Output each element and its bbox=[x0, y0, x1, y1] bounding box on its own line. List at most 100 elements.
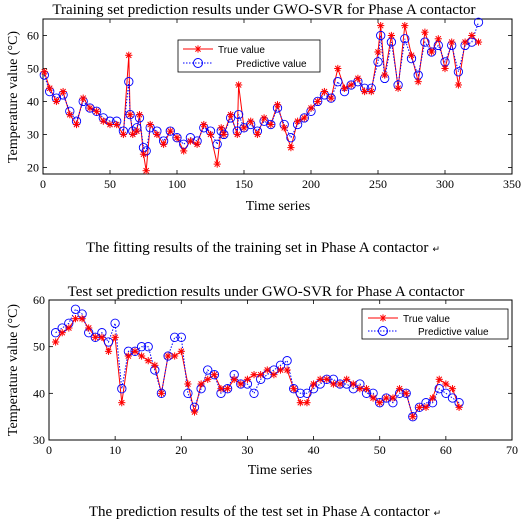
test-true-point bbox=[131, 347, 139, 355]
training-ytick-label: 40 bbox=[27, 94, 39, 108]
test-true-point bbox=[349, 380, 357, 388]
training-true-point bbox=[381, 71, 389, 79]
test-xtick-label: 20 bbox=[175, 443, 187, 457]
test-pred-point bbox=[143, 342, 153, 352]
training-true-point bbox=[66, 111, 74, 119]
training-true-point bbox=[227, 111, 235, 119]
training-true-point bbox=[217, 124, 225, 132]
training-legend-pred-label: Predictive value bbox=[236, 59, 307, 70]
training-xtick-label: 350 bbox=[503, 177, 521, 191]
training-true-point bbox=[474, 38, 483, 46]
training-true-point bbox=[173, 134, 181, 142]
training-true-point bbox=[448, 38, 456, 46]
test-pred-point bbox=[70, 304, 81, 314]
training-true-point bbox=[340, 84, 349, 92]
training-xtick-label: 0 bbox=[40, 177, 46, 191]
test-true-point bbox=[448, 385, 457, 393]
test-true-point bbox=[415, 403, 423, 411]
training-pred-point bbox=[376, 30, 386, 41]
training-pred-point bbox=[233, 109, 244, 120]
test-true-point bbox=[78, 315, 86, 323]
test-true-point bbox=[230, 375, 238, 383]
test-true-point bbox=[85, 324, 93, 332]
test-xtick-label: 0 bbox=[46, 443, 52, 457]
test-ytick-label: 50 bbox=[33, 340, 45, 354]
test-true-point bbox=[98, 333, 106, 341]
training-true-point bbox=[142, 167, 150, 175]
test-true-point bbox=[435, 375, 443, 383]
training-true-point bbox=[220, 130, 228, 139]
training-ticks: 0 50 100 150 200 250 300 350 20 30 40 50 60 bbox=[27, 19, 521, 191]
test-pred-point bbox=[103, 337, 114, 347]
training-ytick-label: 60 bbox=[27, 28, 39, 42]
training-ytick-label: 20 bbox=[27, 160, 39, 174]
test-ytick-label: 60 bbox=[33, 293, 45, 307]
test-true-point bbox=[376, 399, 384, 407]
test-true-point bbox=[382, 394, 390, 402]
test-xtick-label: 40 bbox=[308, 443, 320, 457]
test-pred-point bbox=[401, 388, 411, 398]
test-pred-point bbox=[110, 318, 120, 328]
test-true-point bbox=[362, 385, 371, 393]
training-true-point bbox=[367, 87, 375, 96]
test-true-point bbox=[263, 366, 271, 374]
training-true-point bbox=[260, 114, 268, 122]
training-true-point bbox=[180, 147, 188, 155]
test-true-point bbox=[65, 324, 73, 332]
test-true-point bbox=[270, 371, 278, 379]
training-xtick-label: 50 bbox=[104, 177, 116, 191]
training-pred-point bbox=[91, 106, 102, 116]
test-true-point bbox=[369, 394, 377, 402]
training-true-point bbox=[186, 137, 194, 145]
test-pred-point bbox=[176, 332, 186, 342]
test-pred-point bbox=[302, 388, 312, 398]
training-true-point bbox=[113, 120, 121, 129]
training-true-point bbox=[46, 84, 54, 92]
training-true-point bbox=[133, 127, 141, 135]
training-true-point bbox=[461, 38, 469, 46]
test-xlabel: Time series bbox=[248, 463, 312, 478]
test-xtick-label: 30 bbox=[241, 443, 253, 457]
test-true-point bbox=[151, 361, 159, 369]
test-xtick-label: 10 bbox=[109, 443, 121, 457]
test-pred-point bbox=[136, 342, 147, 352]
training-true-point bbox=[193, 140, 201, 148]
test-true-point bbox=[316, 375, 324, 383]
test-legend-true-label: True value bbox=[403, 314, 450, 325]
test-true-point bbox=[237, 380, 245, 388]
test-true-point bbox=[71, 315, 80, 323]
test-pred-point bbox=[408, 412, 418, 422]
test-ticks: 0 10 20 30 40 50 60 70 30 40 50 60 bbox=[33, 293, 518, 457]
test-true-point bbox=[118, 399, 126, 407]
training-pred-point bbox=[400, 34, 410, 44]
test-series bbox=[50, 304, 464, 422]
test-true-point bbox=[210, 371, 218, 379]
training-true-point bbox=[119, 130, 127, 139]
training-true-point bbox=[414, 78, 422, 86]
test-true-point bbox=[296, 399, 304, 407]
training-legend-pred-marker bbox=[193, 58, 203, 68]
training-true-point bbox=[40, 68, 48, 76]
test-true-point bbox=[250, 371, 258, 379]
training-pred-point bbox=[373, 57, 383, 67]
training-true-point bbox=[441, 64, 449, 73]
test-true-point bbox=[223, 385, 232, 393]
test-true-point bbox=[91, 333, 99, 341]
test-true-point bbox=[104, 347, 113, 355]
training-pred-point bbox=[125, 109, 135, 120]
training-true-point bbox=[247, 117, 255, 125]
training-true-point bbox=[347, 81, 355, 89]
test-true-point bbox=[276, 366, 285, 374]
test-pred-point bbox=[236, 379, 246, 389]
test-true-point bbox=[329, 380, 338, 388]
training-true-point bbox=[428, 48, 436, 56]
test-true-point bbox=[402, 389, 410, 397]
training-true-point bbox=[327, 94, 335, 102]
test-legend-pred-label: Predictive value bbox=[418, 327, 489, 338]
training-true-point bbox=[93, 107, 101, 115]
training-true-point bbox=[125, 51, 133, 59]
test-caption: The prediction results of the test set i… bbox=[89, 504, 441, 520]
training-xtick-label: 150 bbox=[235, 177, 253, 191]
test-pred-point bbox=[130, 346, 140, 356]
training-true-point bbox=[401, 21, 409, 30]
